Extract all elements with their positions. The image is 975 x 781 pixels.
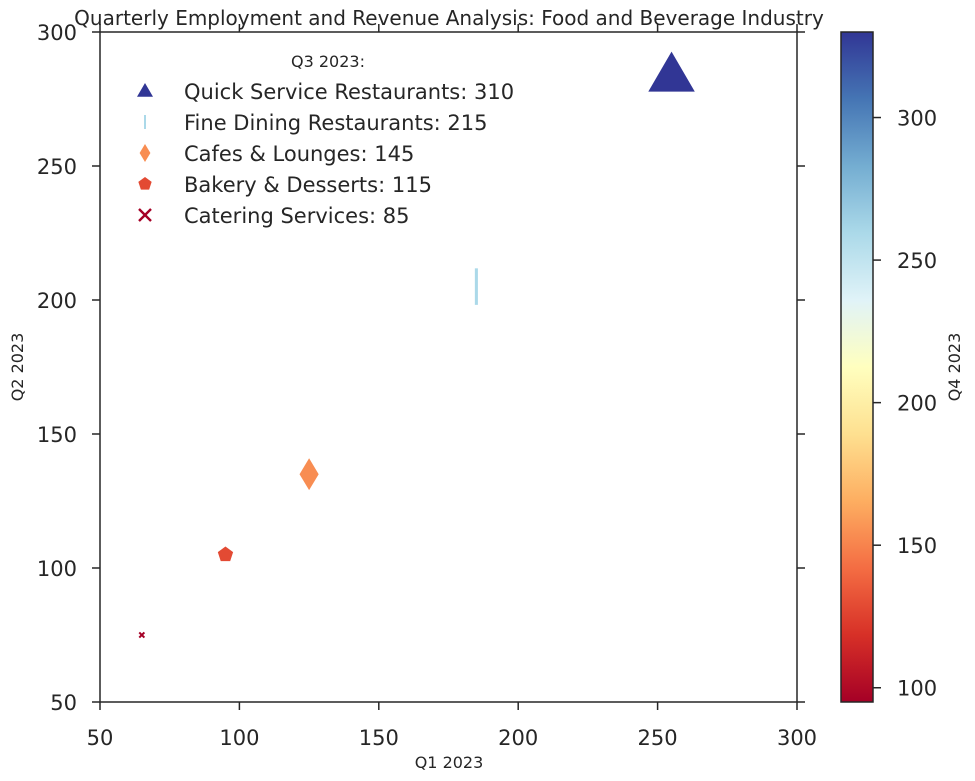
legend-title: Q3 2023: (291, 52, 365, 71)
legend-entry-label: Catering Services: 85 (184, 204, 410, 228)
legend-entry-label: Fine Dining Restaurants: 215 (184, 111, 488, 135)
x-tick-label: 200 (498, 726, 538, 750)
y-tick-label: 300 (37, 21, 77, 45)
y-tick-label: 200 (37, 289, 77, 313)
y-tick-label: 50 (50, 691, 77, 715)
y-tick-label: 250 (37, 155, 77, 179)
colorbar: 100 150 200 250 300 Q4 2023 (840, 31, 964, 703)
colorbar-gradient (840, 31, 874, 703)
x-stroke (138, 208, 152, 222)
plot-area-frame (99, 31, 798, 703)
x-tick-label: 250 (638, 726, 678, 750)
x-tick-label: 100 (219, 726, 259, 750)
legend-entry-label: Bakery & Desserts: 115 (184, 173, 432, 197)
y-axis-title: Q2 2023 (8, 333, 27, 402)
legend-marker (137, 83, 153, 97)
y-tick-label: 100 (37, 557, 77, 581)
colorbar-tick-label: 200 (897, 392, 937, 416)
data-point (217, 546, 234, 562)
x-tick-label: 300 (777, 726, 817, 750)
data-point (138, 631, 146, 639)
data-point (299, 458, 319, 491)
data-point (648, 51, 695, 92)
x-tick-label: 150 (359, 726, 399, 750)
colorbar-tick-label: 250 (897, 249, 937, 273)
y-axis: 50 100 150 200 250 300 (37, 21, 805, 715)
data-markers (138, 51, 695, 639)
legend: Q3 2023: Quick Service Restaurants: 310 F… (137, 52, 514, 228)
x-stroke (138, 631, 146, 639)
x-tick-label: 50 (87, 726, 114, 750)
x-axis: 50 100 150 200 250 300 (87, 24, 817, 750)
chart-title: Quarterly Employment and Revenue Analysi… (74, 6, 824, 30)
x-axis-title: Q1 2023 (415, 753, 484, 772)
legend-marker (139, 144, 151, 162)
colorbar-tick-label: 300 (897, 107, 937, 131)
legend-entry-label: Quick Service Restaurants: 310 (184, 80, 514, 104)
y-tick-label: 150 (37, 423, 77, 447)
legend-marker (138, 177, 152, 190)
colorbar-title: Q4 2023 (945, 333, 964, 402)
colorbar-tick-label: 100 (897, 677, 937, 701)
legend-entry-label: Cafes & Lounges: 145 (184, 142, 414, 166)
colorbar-tick-label: 150 (897, 534, 937, 558)
legend-marker (138, 208, 152, 222)
